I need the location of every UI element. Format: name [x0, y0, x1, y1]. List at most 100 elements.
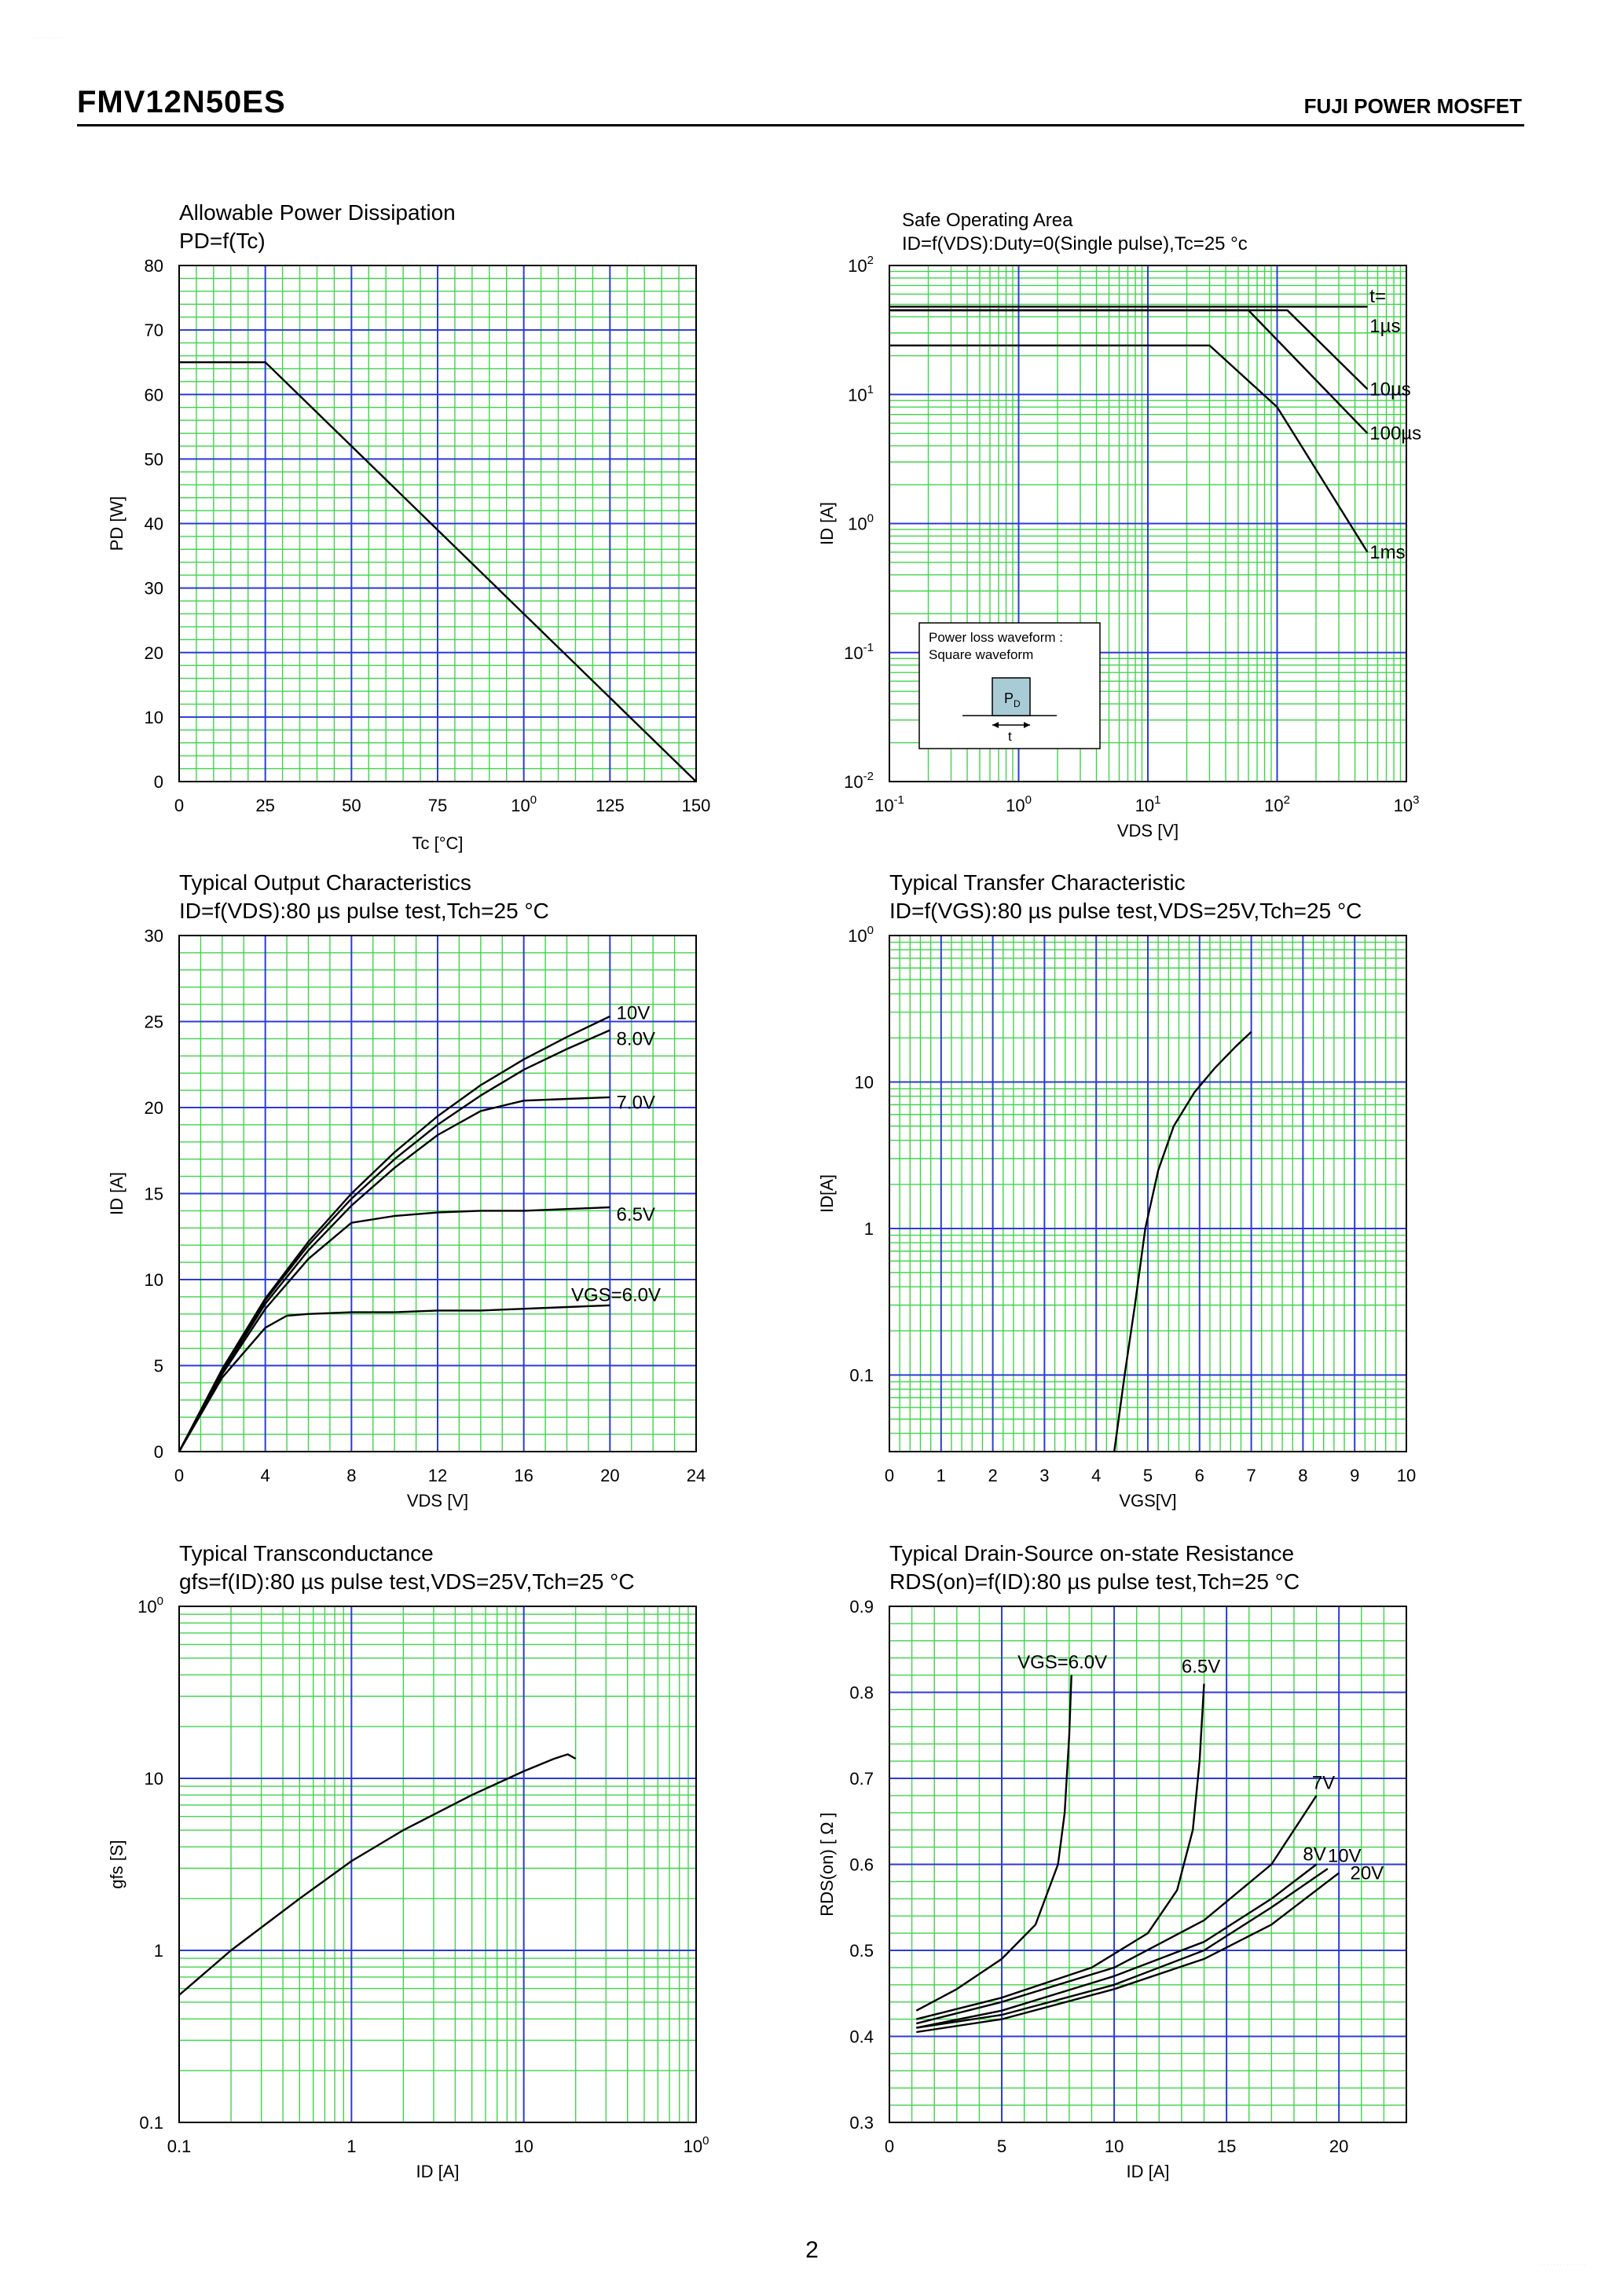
- chart-title: Typical Transfer Characteristic: [889, 870, 1186, 895]
- inset-width-label: t: [1008, 729, 1012, 744]
- x-tick-label: 101: [1135, 793, 1161, 815]
- y-tick-label: 80: [145, 256, 163, 276]
- y-tick-label: 0.6: [849, 1855, 874, 1875]
- y-tick-label: 10-2: [844, 770, 874, 792]
- inset-pulse: [992, 677, 1031, 716]
- curve-label: 10V: [1328, 1846, 1362, 1867]
- series-line-vgs6.0v: [915, 1675, 1072, 2012]
- header-rule: [77, 124, 1524, 126]
- y-tick-label: 101: [848, 383, 874, 405]
- plot-frame: [178, 1606, 697, 2123]
- on-state-resistance-chart: 0 5 10 15 20 0.3 0.4 0.5 0.6 0.7 0.8 0.9 Typical Dra…: [817, 1541, 1407, 2181]
- x-tick-label: 100: [684, 2134, 709, 2156]
- curve-label: 1µs: [1369, 316, 1400, 337]
- y-tick-label: 30: [145, 579, 163, 599]
- x-tick-label: 75: [428, 796, 447, 815]
- y-tick-label: 0.1: [139, 2113, 163, 2133]
- x-tick-label: 5: [1143, 1466, 1153, 1485]
- curve-label: 6.5V: [1182, 1657, 1220, 1678]
- x-tick-label: 6: [1195, 1466, 1204, 1485]
- y-tick-label: 15: [145, 1185, 163, 1204]
- y-tick-label: 40: [145, 514, 163, 534]
- page-number: 2: [805, 2237, 819, 2263]
- inset-caption-line2: Square waveform: [929, 647, 1033, 662]
- x-tick-label: 16: [514, 1466, 533, 1485]
- y-tick-label: 0.8: [849, 1683, 874, 1703]
- series-line-1ms: [889, 344, 1369, 553]
- x-tick-label: 10: [1397, 1466, 1416, 1485]
- x-tick-label: 150: [682, 796, 711, 815]
- y-axis-label: ID [A]: [107, 1172, 126, 1215]
- series-line-vgs6.0v: [178, 1304, 610, 1452]
- chart-title: Typical Output Characteristics: [179, 870, 471, 895]
- y-tick-label: 100: [848, 512, 874, 534]
- x-tick-label: 0: [174, 1466, 184, 1485]
- y-tick-label: 60: [145, 385, 163, 405]
- output-characteristics-chart: 0 4 8 12 16 20 24 0 5 10 15 20 25 30 Typical Output Ch…: [107, 870, 706, 1511]
- y-tick-label: 0: [154, 1442, 163, 1462]
- x-tick-label: 50: [342, 796, 361, 815]
- brand-label: FUJI POWER MOSFET: [1303, 94, 1522, 118]
- curve-label: 7.0V: [617, 1092, 655, 1113]
- chart-title: Typical Transconductance: [179, 1541, 434, 1565]
- inset-pulse-label: PD: [1004, 690, 1021, 709]
- series-line-0: [1113, 1031, 1252, 1452]
- y-tick-label: 5: [154, 1357, 163, 1376]
- y-axis-label: gfs [S]: [107, 1840, 126, 1888]
- transfer-characteristic-chart: 0 1 2 3 4 5 6 7 8 9 10 0.1 1 10 100 Typical Transfer Ch…: [817, 870, 1416, 1511]
- series-line-6.5v: [178, 1206, 610, 1452]
- y-tick-label: 50: [145, 449, 163, 469]
- y-tick-label: 25: [145, 1013, 163, 1032]
- chart-subtitle: ID=f(VDS):80 µs pulse test,Tch=25 °C: [179, 899, 549, 923]
- x-tick-label: 8: [1298, 1466, 1307, 1485]
- plot-frame: [889, 1606, 1407, 2123]
- curve-label: VGS=6.0V: [571, 1285, 661, 1306]
- series-line-100s: [889, 309, 1369, 434]
- plot-frame: [889, 265, 1407, 782]
- y-tick-label: 10: [855, 1072, 874, 1092]
- y-axis-label: ID[A]: [817, 1174, 837, 1213]
- power-dissipation-chart: 0 25 50 75 100 125 150 0 10 20 30 40 50 60 70 80 Allowab…: [107, 200, 710, 853]
- corner-mark-left: · · · · · · · · · ·: [31, 35, 64, 41]
- plot-frame: [889, 935, 1407, 1452]
- x-tick-label: 0: [885, 2137, 894, 2156]
- series-line-20v: [916, 1872, 1340, 2034]
- y-tick-label: 0.4: [849, 2027, 874, 2047]
- part-number-title: FMV12N50ES: [77, 85, 286, 119]
- y-axis-label: ID [A]: [817, 502, 837, 545]
- series-line-8.0v: [178, 1029, 610, 1452]
- x-tick-label: 5: [997, 2137, 1006, 2156]
- series-line-10s: [889, 309, 1369, 390]
- chart-title: Safe Operating Area: [902, 210, 1073, 231]
- chart-title: Typical Drain-Source on-state Resistance: [889, 1541, 1294, 1565]
- x-tick-label: 15: [1217, 2137, 1236, 2156]
- y-tick-label: 10-1: [844, 641, 874, 663]
- x-tick-label: 125: [596, 796, 625, 815]
- series-line-7v: [916, 1795, 1318, 2025]
- x-axis-label: VDS [V]: [1117, 821, 1179, 840]
- curve-label: 7V: [1312, 1772, 1335, 1793]
- x-tick-label: 102: [1264, 793, 1290, 815]
- curve-label: 20V: [1350, 1862, 1384, 1884]
- series-line-0: [178, 1753, 577, 1996]
- chart-subtitle: gfs=f(ID):80 µs pulse test,VDS=25V,Tch=2…: [179, 1569, 635, 1594]
- x-tick-label: 7: [1246, 1466, 1256, 1485]
- x-tick-label: 20: [1329, 2137, 1348, 2156]
- y-tick-label: 0.1: [849, 1365, 874, 1385]
- y-tick-label: 0.9: [849, 1597, 874, 1617]
- curve-label: VGS=6.0V: [1017, 1652, 1107, 1673]
- x-tick-label: 1: [937, 1466, 946, 1485]
- x-tick-label: 3: [1039, 1466, 1049, 1485]
- x-tick-label: 0.1: [167, 2137, 192, 2156]
- curve-label: 10V: [617, 1003, 651, 1024]
- y-tick-label: 10: [145, 1769, 163, 1789]
- chart-subtitle: RDS(on)=f(ID):80 µs pulse test,Tch=25 °C: [889, 1569, 1300, 1594]
- x-tick-label: 103: [1394, 793, 1420, 815]
- curve-label: t=: [1369, 286, 1386, 307]
- y-tick-label: 20: [145, 643, 163, 663]
- y-tick-label: 0.5: [849, 1941, 874, 1961]
- y-tick-label: 70: [145, 320, 163, 340]
- y-tick-label: 100: [137, 1595, 163, 1617]
- power-loss-inset: Power loss waveform : Square waveform PD t: [918, 622, 1101, 749]
